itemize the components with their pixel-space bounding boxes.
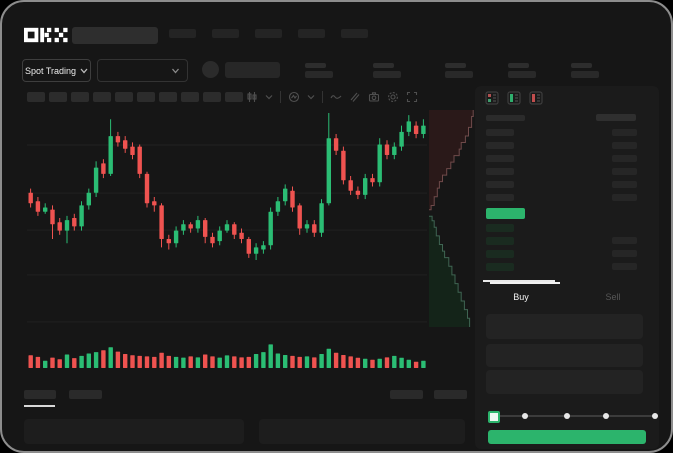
orderbook-last-price[interactable] (486, 208, 525, 219)
ticker-stat (445, 63, 473, 78)
price-input-placeholder[interactable] (486, 314, 643, 339)
orders-panel-placeholder (24, 419, 244, 444)
ticker-stat (373, 63, 401, 78)
timeframe-button-placeholder[interactable] (181, 92, 199, 102)
ticker-stats-left (305, 63, 401, 78)
camera-icon[interactable] (368, 91, 380, 103)
ask-price-placeholder[interactable] (486, 142, 514, 149)
total-input-placeholder[interactable] (486, 370, 643, 394)
okx-logo (24, 27, 68, 43)
chart-tools-toolbar (246, 90, 418, 104)
orderbook-view-switcher (485, 91, 543, 105)
bottom-tab-placeholder[interactable] (69, 390, 102, 399)
orderbook-asks-icon[interactable] (529, 91, 543, 105)
nav-item-placeholder[interactable] (212, 29, 239, 38)
bid-size-placeholder (612, 250, 637, 257)
timeframe-button-placeholder[interactable] (225, 92, 243, 102)
bottom-tab-placeholder[interactable] (24, 390, 56, 399)
bottom-action-placeholder[interactable] (434, 390, 467, 399)
ask-price-placeholder[interactable] (486, 194, 514, 201)
bottom-action-placeholder[interactable] (390, 390, 423, 399)
ask-size-placeholder (612, 168, 637, 175)
amount-slider-handle[interactable] (488, 411, 500, 423)
ask-size-placeholder (612, 155, 637, 162)
depth-chart (429, 110, 474, 327)
ask-size-placeholder (612, 142, 637, 149)
pair-coin-icon (202, 61, 219, 78)
tab-buy[interactable]: Buy (513, 292, 529, 302)
chevron-down-icon (172, 68, 179, 73)
timeframe-button-placeholder[interactable] (115, 92, 133, 102)
nav-item-placeholder[interactable] (298, 29, 325, 38)
pair-selector-dropdown[interactable] (97, 59, 188, 82)
top-nav (169, 29, 368, 38)
toolbar-divider (280, 91, 281, 103)
toolbar-divider (322, 91, 323, 103)
active-tab-indicator (24, 405, 55, 407)
bid-size-placeholder (612, 263, 637, 270)
timeframe-button-placeholder[interactable] (93, 92, 111, 102)
timeframe-button-placeholder[interactable] (49, 92, 67, 102)
slider-step-dot[interactable] (522, 413, 528, 419)
ask-size-placeholder (612, 194, 637, 201)
chevron-down-icon[interactable] (307, 94, 315, 100)
ask-size-placeholder (612, 181, 637, 188)
ask-price-placeholder[interactable] (486, 129, 514, 136)
buy-submit-button[interactable] (488, 430, 646, 444)
amount-input-placeholder[interactable] (486, 344, 643, 367)
amount-slider-track[interactable] (492, 415, 658, 417)
candlestick-chart[interactable] (27, 108, 427, 332)
indicators-icon[interactable] (288, 91, 300, 103)
tab-sell[interactable]: Sell (605, 292, 621, 302)
settings-icon[interactable] (387, 91, 399, 103)
chevron-down-icon[interactable] (265, 94, 273, 100)
bid-price-placeholder[interactable] (486, 224, 514, 232)
global-search-placeholder[interactable] (72, 27, 158, 44)
chevron-down-icon (80, 68, 88, 73)
ask-price-placeholder[interactable] (486, 181, 514, 188)
bid-price-placeholder[interactable] (486, 250, 514, 258)
wave-icon[interactable] (330, 91, 342, 103)
timeframe-button-placeholder[interactable] (27, 92, 45, 102)
buy-sell-tabs: Buy Sell (475, 286, 659, 308)
fullscreen-icon[interactable] (406, 91, 418, 103)
slider-step-dot[interactable] (652, 413, 658, 419)
compare-icon[interactable] (349, 91, 361, 103)
bid-size-placeholder (612, 237, 637, 244)
candles-icon[interactable] (246, 91, 258, 103)
ticker-stat (305, 63, 333, 78)
ticker-stat (508, 63, 536, 78)
ask-size-placeholder (612, 129, 637, 136)
timeframe-button-placeholder[interactable] (137, 92, 155, 102)
orderbook-header-placeholder (486, 115, 525, 121)
last-price-placeholder (225, 62, 280, 78)
buy-tab-indicator (490, 282, 560, 284)
timeframe-button-placeholder[interactable] (203, 92, 221, 102)
ask-price-placeholder[interactable] (486, 155, 514, 162)
orderbook-combined-icon[interactable] (485, 91, 499, 105)
volume-chart (28, 344, 426, 368)
ticker-stats-right (445, 63, 599, 78)
orderbook-divider (483, 280, 555, 282)
timeframe-toolbar (27, 92, 243, 102)
ask-price-placeholder[interactable] (486, 168, 514, 175)
orderbook-bids-icon[interactable] (507, 91, 521, 105)
history-panel-placeholder (259, 419, 465, 444)
market-type-dropdown[interactable]: Spot Trading (22, 59, 91, 82)
bid-price-placeholder[interactable] (486, 263, 514, 271)
orderbook-header-placeholder (596, 114, 636, 121)
timeframe-button-placeholder[interactable] (159, 92, 177, 102)
nav-item-placeholder[interactable] (169, 29, 196, 38)
slider-step-dot[interactable] (603, 413, 609, 419)
nav-item-placeholder[interactable] (341, 29, 368, 38)
slider-step-dot[interactable] (564, 413, 570, 419)
timeframe-button-placeholder[interactable] (71, 92, 89, 102)
nav-item-placeholder[interactable] (255, 29, 282, 38)
right-panel: Buy Sell (475, 86, 659, 449)
market-type-label: Spot Trading (24, 65, 77, 76)
ticker-stat (571, 63, 599, 78)
bid-price-placeholder[interactable] (486, 237, 514, 245)
